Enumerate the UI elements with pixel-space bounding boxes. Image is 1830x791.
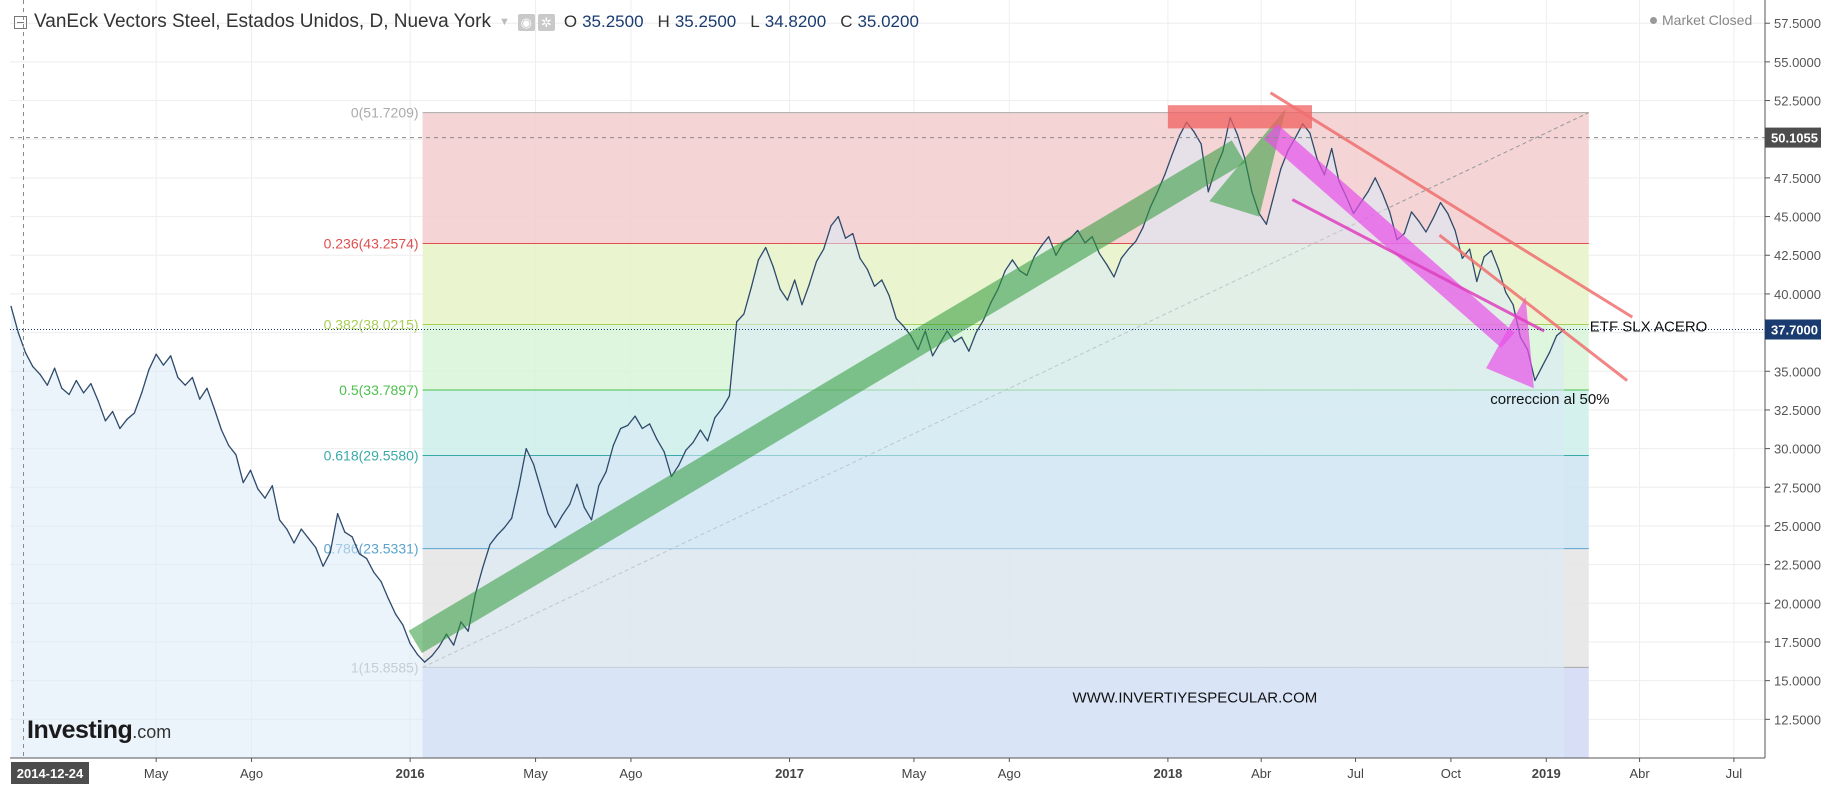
downtrend-arrow-shaft [1263, 123, 1515, 348]
market-status-label: Market Closed [1662, 12, 1753, 28]
market-status: Market Closed [1650, 12, 1752, 28]
price-tick-label: 42.5000 [1774, 248, 1821, 263]
price-axis: 12.5000 15.0000 17.5000 20.0000 22.5000 25.00… [1764, 0, 1821, 758]
time-tick-label: Abr [1251, 766, 1272, 781]
close-value: 35.0200 [857, 12, 919, 31]
price-tick-label: 22.5000 [1774, 558, 1821, 573]
crosshair-date-tag: 2014-12-24 [11, 762, 89, 784]
price-tick-label: 15.0000 [1774, 674, 1821, 689]
support-line [1291, 198, 1545, 333]
close-label: C [840, 12, 853, 31]
logo-suffix-text: .com [132, 722, 172, 742]
fib-level-label: 0.618(29.5580) [324, 447, 419, 463]
time-tick-label: May [902, 766, 927, 781]
status-dot-icon [1650, 16, 1657, 24]
crosshair-date-text: 2014-12-24 [17, 766, 84, 781]
crosshair-date-bg [11, 762, 89, 784]
correction-label: correccion al 50% [1490, 391, 1609, 408]
gear-icon[interactable]: ✲ [537, 13, 555, 31]
open-value: 35.2500 [582, 12, 644, 31]
price-tick-label: 47.5000 [1774, 171, 1821, 186]
uptrend-arrow-head [1209, 108, 1287, 217]
time-axis: May Ago 2016 May Ago 2017 May Ago 2018 Abr Jul Oct 2… [10, 757, 1765, 784]
price-tick-label: 52.5000 [1774, 94, 1821, 109]
fib-level-label: 0.382(38.0215) [324, 317, 419, 333]
time-tick-label: 2018 [1153, 766, 1182, 781]
investing-logo: Investing.com [27, 716, 171, 745]
fib-level-label: 0(51.7209) [351, 105, 419, 121]
low-value: 34.8200 [764, 12, 827, 31]
price-tick-label: 45.0000 [1774, 210, 1821, 225]
time-tick-label: Abr [1629, 766, 1650, 781]
price-tick-label: 32.5000 [1774, 403, 1821, 418]
price-tick-label: 35.0000 [1774, 364, 1821, 379]
time-tick-label: May [523, 766, 548, 781]
chart-header: VanEck Vectors Steel, Estados Unidos, D,… [14, 10, 927, 34]
high-value: 35.2500 [674, 12, 737, 31]
price-area [11, 117, 1564, 759]
last-price-tag-text: 37.7000 [1771, 322, 1818, 337]
price-tick-label: 17.5000 [1774, 635, 1821, 650]
fib-band [422, 112, 1589, 244]
time-tick-label: May [144, 766, 169, 781]
time-tick-label: Oct [1441, 766, 1462, 781]
price-tick-label: 40.0000 [1774, 287, 1821, 302]
resistance-line-lower [1438, 233, 1629, 382]
time-tick-label: Ago [998, 766, 1021, 781]
time-tick-label: 2016 [396, 766, 425, 781]
time-tick-label: Jul [1726, 766, 1743, 781]
price-tick-label: 27.5000 [1774, 480, 1821, 495]
logo-main-text: Investing [27, 716, 133, 744]
price-tick-label: 25.0000 [1774, 519, 1821, 534]
high-label: H [657, 12, 670, 31]
time-tick-label: Ago [240, 766, 263, 781]
crosshair-price-tag-text: 50.1055 [1771, 131, 1818, 146]
eye-icon[interactable]: ◉ [517, 13, 535, 31]
price-tick-label: 20.0000 [1774, 596, 1821, 611]
instrument-title: VanEck Vectors Steel, Estados Unidos, D,… [34, 11, 491, 32]
resistance-line-upper [1269, 91, 1634, 319]
time-tick-label: Ago [619, 766, 642, 781]
collapse-icon[interactable] [14, 15, 27, 29]
price-tick-label: 55.0000 [1774, 55, 1821, 70]
time-tick-label: 2019 [1532, 766, 1561, 781]
price-tick-label: 57.5000 [1774, 16, 1821, 31]
fib-level-label: 0.236(43.2574) [324, 236, 419, 252]
crosshair-price-tag-bg [1765, 127, 1821, 148]
etf-label: ETF SLX ACERO [1590, 318, 1708, 335]
crosshair-price-tag: 50.1055 [1765, 127, 1821, 148]
drawings [408, 91, 1634, 654]
last-price-tag: 37.7000 [1765, 319, 1821, 340]
fib-level-label: 0.5(33.7897) [339, 382, 418, 398]
uptrend-arrow-shaft [408, 140, 1246, 654]
price-tick-label: 12.5000 [1774, 712, 1821, 727]
time-tick-label: Jul [1347, 766, 1364, 781]
low-label: L [750, 12, 760, 31]
open-label: O [563, 12, 578, 31]
last-price-tag-bg [1765, 319, 1821, 340]
chevron-down-icon[interactable]: ▼ [498, 16, 510, 28]
watermark-url: WWW.INVERTIYESPECULAR.COM [1073, 690, 1318, 707]
top-highlight-box [1167, 105, 1312, 129]
time-tick-label: 2017 [775, 766, 804, 781]
price-tick-label: 30.0000 [1774, 442, 1821, 457]
